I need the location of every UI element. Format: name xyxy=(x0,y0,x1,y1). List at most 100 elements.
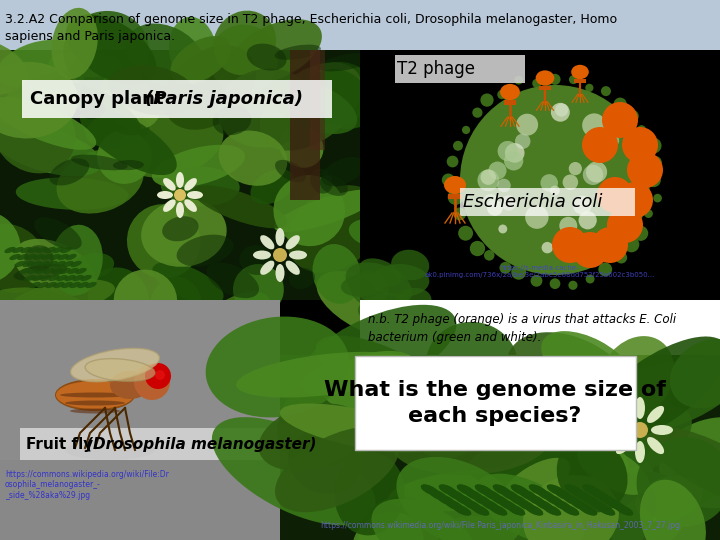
Ellipse shape xyxy=(571,65,589,79)
Ellipse shape xyxy=(352,512,423,540)
Ellipse shape xyxy=(468,438,608,489)
Circle shape xyxy=(624,237,639,252)
Text: https://s-media-cache-
ak0.pinimg.com/736x/2a/be/3e/2abe5e68dd752f25a602c3b050..: https://s-media-cache- ak0.pinimg.com/73… xyxy=(425,265,655,278)
Ellipse shape xyxy=(10,279,114,315)
Circle shape xyxy=(594,234,607,247)
Ellipse shape xyxy=(492,484,511,496)
Ellipse shape xyxy=(37,282,49,288)
Ellipse shape xyxy=(176,202,184,218)
Ellipse shape xyxy=(636,437,720,527)
Ellipse shape xyxy=(519,489,537,501)
Ellipse shape xyxy=(640,480,706,540)
Circle shape xyxy=(572,232,608,268)
Ellipse shape xyxy=(372,499,475,540)
Circle shape xyxy=(585,84,593,92)
Ellipse shape xyxy=(45,247,55,253)
Ellipse shape xyxy=(599,495,617,505)
Ellipse shape xyxy=(210,24,278,94)
Circle shape xyxy=(462,126,470,134)
Ellipse shape xyxy=(474,484,493,496)
Ellipse shape xyxy=(60,247,72,253)
Ellipse shape xyxy=(603,472,688,540)
Ellipse shape xyxy=(0,37,27,95)
Ellipse shape xyxy=(71,154,127,170)
Ellipse shape xyxy=(219,131,287,186)
Ellipse shape xyxy=(564,484,583,496)
Ellipse shape xyxy=(0,123,102,176)
Ellipse shape xyxy=(438,484,457,496)
Circle shape xyxy=(483,194,498,208)
Circle shape xyxy=(541,242,553,253)
Ellipse shape xyxy=(56,275,68,281)
Circle shape xyxy=(145,363,171,389)
Circle shape xyxy=(500,262,511,274)
Ellipse shape xyxy=(528,484,547,496)
Circle shape xyxy=(453,141,463,151)
Ellipse shape xyxy=(310,168,333,194)
Ellipse shape xyxy=(620,455,720,524)
Ellipse shape xyxy=(286,235,300,249)
Ellipse shape xyxy=(0,287,96,338)
Ellipse shape xyxy=(553,500,571,510)
Text: 3.2.A2 Comparison of genome size in T2 phage, Escherichia coli, Drosophila melan: 3.2.A2 Comparison of genome size in T2 p… xyxy=(5,13,617,43)
Ellipse shape xyxy=(141,199,227,267)
Ellipse shape xyxy=(426,322,518,408)
Ellipse shape xyxy=(396,288,431,314)
Ellipse shape xyxy=(651,425,673,435)
Bar xyxy=(575,79,585,83)
Circle shape xyxy=(582,165,603,185)
Circle shape xyxy=(477,170,499,191)
Ellipse shape xyxy=(269,79,357,134)
Ellipse shape xyxy=(213,11,276,75)
Ellipse shape xyxy=(335,453,405,535)
Circle shape xyxy=(460,85,650,275)
Ellipse shape xyxy=(34,217,81,249)
Circle shape xyxy=(531,275,542,287)
Ellipse shape xyxy=(70,408,120,414)
Text: https://commons.wikimedia.org/wiki/File:Paris_japonica_Kinbasira_in_Hakusan_2003: https://commons.wikimedia.org/wiki/File:… xyxy=(320,521,680,530)
Ellipse shape xyxy=(598,336,674,420)
Circle shape xyxy=(611,123,624,136)
Ellipse shape xyxy=(517,500,535,510)
Ellipse shape xyxy=(49,254,60,260)
Ellipse shape xyxy=(557,437,628,512)
Ellipse shape xyxy=(615,504,633,516)
Ellipse shape xyxy=(32,275,44,281)
Ellipse shape xyxy=(0,97,96,150)
Ellipse shape xyxy=(320,175,348,196)
Bar xyxy=(460,188,635,216)
Ellipse shape xyxy=(49,51,122,77)
Ellipse shape xyxy=(402,363,485,459)
Ellipse shape xyxy=(38,261,50,267)
Ellipse shape xyxy=(119,107,223,178)
Ellipse shape xyxy=(24,245,54,271)
Ellipse shape xyxy=(212,105,251,135)
Ellipse shape xyxy=(0,40,78,87)
Ellipse shape xyxy=(510,484,529,496)
Circle shape xyxy=(568,281,577,290)
Ellipse shape xyxy=(481,500,499,510)
Ellipse shape xyxy=(49,158,89,185)
Ellipse shape xyxy=(54,261,66,267)
Ellipse shape xyxy=(599,495,617,505)
Text: Escherichia coli: Escherichia coli xyxy=(463,193,603,211)
Ellipse shape xyxy=(153,262,224,304)
Ellipse shape xyxy=(71,261,81,267)
Ellipse shape xyxy=(321,157,365,186)
Ellipse shape xyxy=(51,8,98,79)
Ellipse shape xyxy=(35,268,47,274)
Ellipse shape xyxy=(17,254,29,260)
Ellipse shape xyxy=(317,271,415,338)
Circle shape xyxy=(549,74,561,85)
Ellipse shape xyxy=(589,500,607,510)
Ellipse shape xyxy=(66,254,77,260)
Circle shape xyxy=(607,207,643,243)
Ellipse shape xyxy=(536,70,554,86)
Ellipse shape xyxy=(397,457,522,540)
Ellipse shape xyxy=(30,282,41,288)
Circle shape xyxy=(633,226,648,241)
Ellipse shape xyxy=(445,500,463,510)
Ellipse shape xyxy=(471,504,489,516)
Ellipse shape xyxy=(546,484,565,496)
Ellipse shape xyxy=(260,261,274,275)
